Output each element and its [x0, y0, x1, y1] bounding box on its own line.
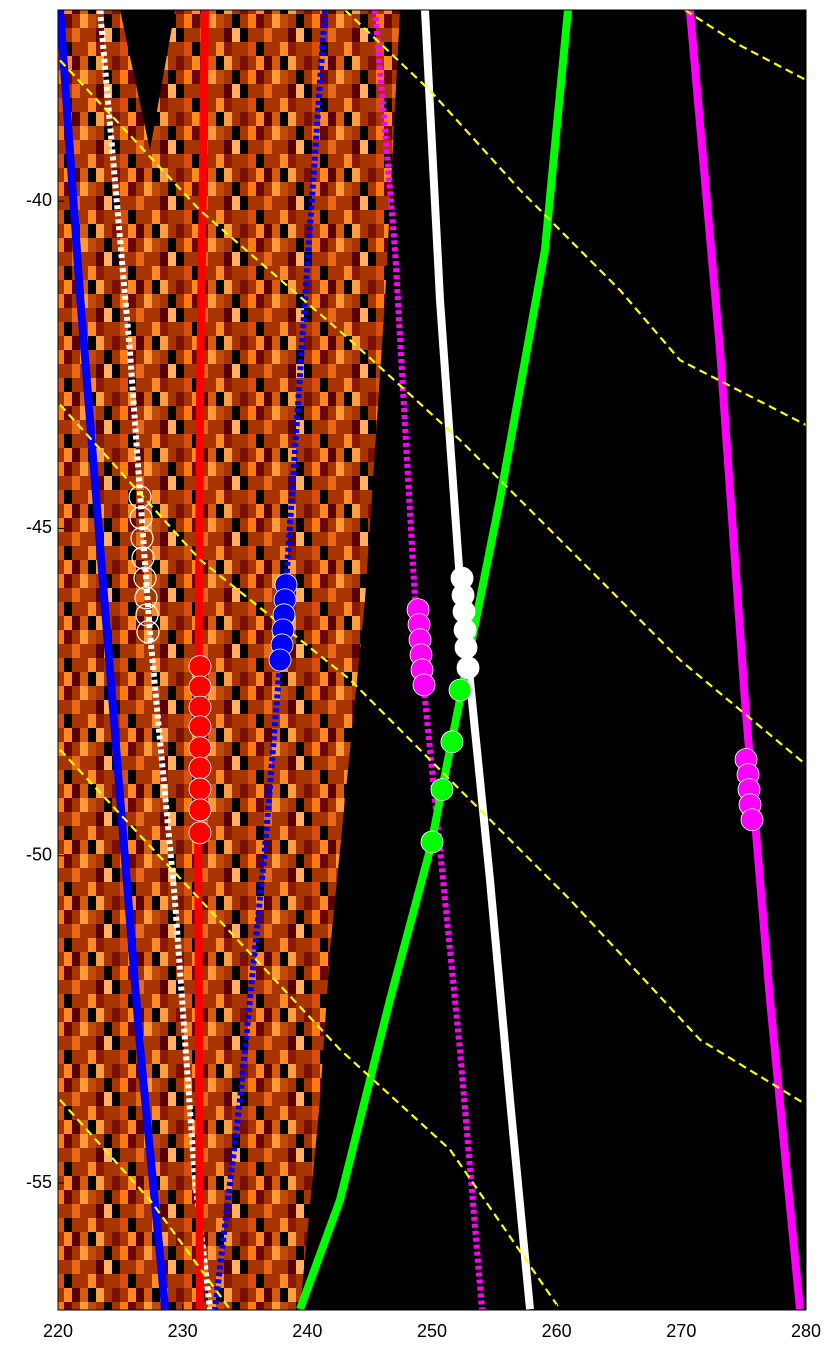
heatmap-region [58, 10, 400, 1310]
marker [412, 673, 436, 697]
x-tick-label: 240 [292, 1321, 322, 1341]
plot-frame [57, 9, 807, 1311]
curve [344, 10, 806, 426]
marker [188, 736, 212, 760]
x-tick-label: 250 [417, 1321, 447, 1341]
curve [372, 10, 485, 1310]
curve [212, 10, 328, 1310]
marker [133, 566, 157, 590]
marker [456, 656, 480, 680]
marker [420, 830, 444, 854]
marker [430, 778, 454, 802]
marker [134, 586, 158, 610]
marker [454, 636, 478, 659]
marker [135, 603, 159, 627]
marker [740, 808, 764, 832]
curve [421, 10, 534, 1310]
y-tick-label: -40 [26, 190, 52, 210]
y-tick-label: -50 [26, 844, 52, 864]
x-tick-label: 270 [666, 1321, 696, 1341]
curve [59, 403, 806, 1106]
marker [130, 526, 154, 550]
curve [59, 1099, 231, 1310]
curve [684, 10, 806, 81]
y-tick-label: -45 [26, 517, 52, 537]
curve [685, 10, 804, 1310]
plot-layer [58, 10, 806, 1310]
marker [188, 798, 212, 822]
x-tick-label: 260 [542, 1321, 572, 1341]
marker [188, 715, 212, 739]
marker [136, 620, 160, 644]
axes: 220 230 240 250 260 270 280 -55 -50 -45 -40 [26, 190, 821, 1341]
marker [440, 730, 464, 754]
marker [131, 546, 155, 570]
curve [97, 10, 213, 1310]
marker [188, 695, 212, 719]
x-tick-label: 230 [168, 1321, 198, 1341]
marker [268, 648, 292, 672]
marker [128, 485, 152, 509]
curve [59, 59, 806, 766]
curve [194, 10, 209, 1310]
marker [188, 777, 212, 801]
marker [188, 821, 212, 845]
y-tick-label: -55 [26, 1172, 52, 1192]
marker [448, 678, 472, 702]
marker [129, 506, 153, 530]
marker [188, 756, 212, 780]
x-tick-label: 220 [43, 1321, 73, 1341]
curve [59, 748, 561, 1310]
marker [188, 675, 212, 699]
curve [58, 10, 170, 1310]
marker [188, 655, 212, 678]
x-tick-label: 280 [791, 1321, 821, 1341]
